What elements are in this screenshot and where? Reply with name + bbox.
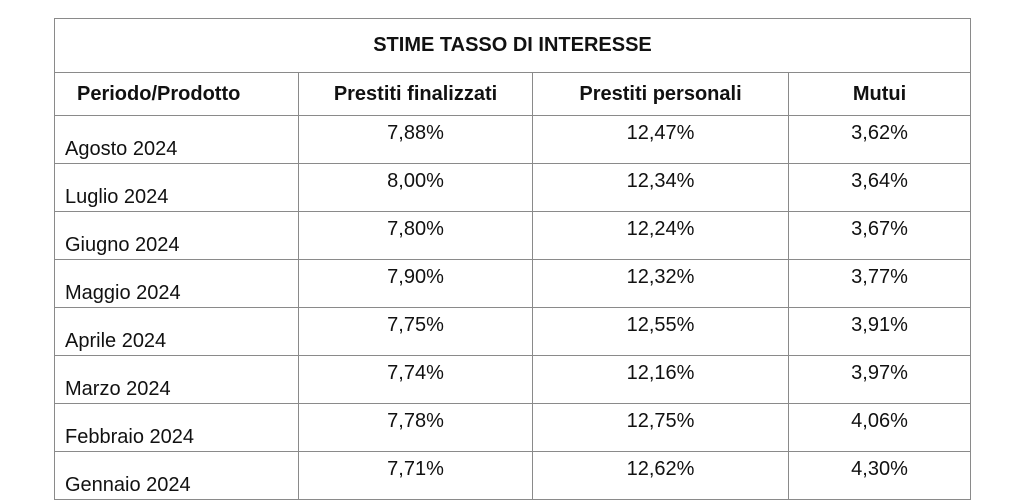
mutui-cell: 4,30%: [788, 451, 971, 500]
header-prestiti-personali: Prestiti personali: [532, 72, 789, 116]
prestiti-personali-cell: 12,34%: [532, 163, 789, 212]
table-row: Marzo 2024 7,74% 12,16% 3,97%: [54, 355, 971, 404]
prestiti-finalizzati-cell: 7,71%: [298, 451, 533, 500]
mutui-cell: 4,06%: [788, 403, 971, 452]
mutui-cell: 3,67%: [788, 211, 971, 260]
prestiti-personali-cell: 12,32%: [532, 259, 789, 308]
prestiti-personali-cell: 12,75%: [532, 403, 789, 452]
mutui-cell: 3,64%: [788, 163, 971, 212]
prestiti-finalizzati-cell: 7,90%: [298, 259, 533, 308]
header-row: Periodo/Prodotto Prestiti finalizzati Pr…: [54, 72, 971, 116]
period-cell: Maggio 2024: [54, 259, 299, 308]
prestiti-finalizzati-cell: 7,78%: [298, 403, 533, 452]
period-cell: Febbraio 2024: [54, 403, 299, 452]
prestiti-personali-cell: 12,55%: [532, 307, 789, 356]
title-row: STIME TASSO DI INTERESSE: [54, 18, 971, 73]
header-period: Periodo/Prodotto: [54, 72, 299, 116]
prestiti-personali-cell: 12,47%: [532, 115, 789, 164]
header-mutui: Mutui: [788, 72, 971, 116]
table-row: Giugno 2024 7,80% 12,24% 3,67%: [54, 211, 971, 260]
period-cell: Gennaio 2024: [54, 451, 299, 500]
table-row: Luglio 2024 8,00% 12,34% 3,64%: [54, 163, 971, 212]
header-prestiti-finalizzati: Prestiti finalizzati: [298, 72, 533, 116]
mutui-cell: 3,97%: [788, 355, 971, 404]
table-row: Febbraio 2024 7,78% 12,75% 4,06%: [54, 403, 971, 452]
interest-rate-table-container: STIME TASSO DI INTERESSE Periodo/Prodott…: [54, 18, 971, 500]
table-row: Agosto 2024 7,88% 12,47% 3,62%: [54, 115, 971, 164]
period-cell: Luglio 2024: [54, 163, 299, 212]
period-cell: Agosto 2024: [54, 115, 299, 164]
prestiti-finalizzati-cell: 7,74%: [298, 355, 533, 404]
prestiti-personali-cell: 12,16%: [532, 355, 789, 404]
table-row: Gennaio 2024 7,71% 12,62% 4,30%: [54, 451, 971, 500]
prestiti-finalizzati-cell: 7,88%: [298, 115, 533, 164]
prestiti-personali-cell: 12,24%: [532, 211, 789, 260]
prestiti-finalizzati-cell: 7,75%: [298, 307, 533, 356]
table-row: Aprile 2024 7,75% 12,55% 3,91%: [54, 307, 971, 356]
table-row: Maggio 2024 7,90% 12,32% 3,77%: [54, 259, 971, 308]
interest-rate-table: STIME TASSO DI INTERESSE Periodo/Prodott…: [54, 18, 971, 500]
table-title: STIME TASSO DI INTERESSE: [54, 18, 971, 73]
period-cell: Marzo 2024: [54, 355, 299, 404]
mutui-cell: 3,91%: [788, 307, 971, 356]
prestiti-finalizzati-cell: 7,80%: [298, 211, 533, 260]
period-cell: Aprile 2024: [54, 307, 299, 356]
period-cell: Giugno 2024: [54, 211, 299, 260]
prestiti-finalizzati-cell: 8,00%: [298, 163, 533, 212]
mutui-cell: 3,77%: [788, 259, 971, 308]
prestiti-personali-cell: 12,62%: [532, 451, 789, 500]
mutui-cell: 3,62%: [788, 115, 971, 164]
